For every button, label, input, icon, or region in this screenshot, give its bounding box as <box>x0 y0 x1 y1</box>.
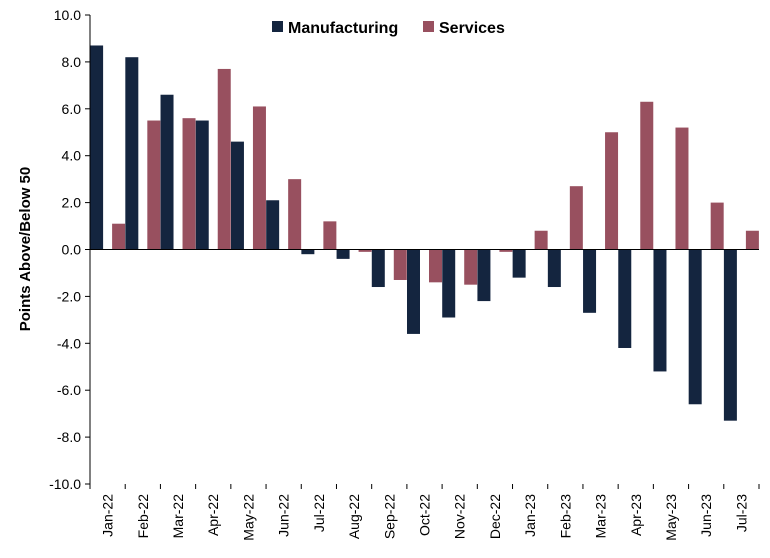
bar-manufacturing-mar-22 <box>160 94 174 250</box>
bar-manufacturing-mar-23 <box>583 249 597 313</box>
x-tick-label: Jun-22 <box>276 494 292 537</box>
x-tick-label: Feb-22 <box>135 494 151 539</box>
bar-manufacturing-jun-22 <box>266 200 280 250</box>
bar-manufacturing-jun-23 <box>688 249 702 405</box>
y-tick-label: -6.0 <box>57 382 81 398</box>
bar-manufacturing-sep-22 <box>371 249 385 288</box>
bar-services-nov-22 <box>464 249 478 285</box>
bar-manufacturing-oct-22 <box>407 249 420 334</box>
bar-manufacturing-apr-22 <box>195 120 209 250</box>
x-tick-label: Jan-22 <box>100 494 116 537</box>
legend-swatch-services <box>423 21 434 32</box>
y-tick-label: 2.0 <box>62 195 82 211</box>
bar-services-jun-23 <box>710 202 724 250</box>
bar-services-feb-22 <box>147 120 161 250</box>
x-tick-label: Feb-23 <box>557 494 573 539</box>
x-tick-label: Mar-23 <box>593 494 609 539</box>
y-tick-label: -2.0 <box>57 288 81 304</box>
bar-manufacturing-apr-23 <box>618 249 632 348</box>
x-tick-label: Jan-23 <box>522 494 538 537</box>
bar-manufacturing-may-23 <box>653 249 667 372</box>
x-axis-ticks <box>89 484 760 489</box>
x-tick-label: May-23 <box>663 494 679 541</box>
x-tick-label: Dec-22 <box>487 494 503 539</box>
x-tick-label: Aug-22 <box>346 494 362 539</box>
bar-manufacturing-jan-22 <box>90 45 104 250</box>
bar-services-oct-22 <box>429 249 442 283</box>
y-tick-label: 0.0 <box>62 242 82 258</box>
bar-services-may-22 <box>252 106 266 250</box>
bar-manufacturing-aug-22 <box>336 249 350 259</box>
bars <box>90 45 759 421</box>
bar-services-jul-22 <box>323 221 337 250</box>
x-tick-label: Nov-22 <box>452 494 468 539</box>
bar-manufacturing-feb-23 <box>547 249 561 288</box>
x-tick-label: Apr-22 <box>205 494 221 536</box>
bar-services-dec-22 <box>499 249 513 252</box>
y-tick-label: 8.0 <box>62 54 82 70</box>
y-axis-ticks: 10.0 8.0 6.0 4.0 2.0 0.0 -2.0 -4.0 -6.0 -8.0 -10.0 <box>49 7 90 492</box>
y-axis-title: Points Above/Below 50 <box>17 167 34 331</box>
x-tick-label: Mar-22 <box>170 494 186 539</box>
x-tick-label: Jul-22 <box>311 494 327 532</box>
bar-manufacturing-nov-22 <box>442 249 456 318</box>
legend: Manufacturing Services <box>272 20 505 37</box>
bar-services-apr-22 <box>217 68 231 250</box>
x-tick-label: Apr-23 <box>628 494 644 536</box>
bar-manufacturing-jul-23 <box>723 249 737 421</box>
x-tick-label: May-22 <box>240 494 256 541</box>
legend-label-services: Services <box>439 20 505 37</box>
y-tick-label: -4.0 <box>57 335 81 351</box>
y-tick-label: -10.0 <box>49 476 81 492</box>
bar-services-jan-23 <box>534 230 548 250</box>
x-tick-label: Sep-22 <box>381 494 397 539</box>
bar-services-sep-22 <box>393 249 407 280</box>
x-axis-labels: Jan-22 Feb-22 Mar-22 Apr-22 May-22 Jun-22 Jul-… <box>100 494 750 541</box>
x-tick-label: Jul-23 <box>733 494 749 532</box>
legend-label-manufacturing: Manufacturing <box>288 20 398 37</box>
x-tick-label: Oct-22 <box>417 494 433 536</box>
bar-services-jan-22 <box>112 223 126 250</box>
bar-manufacturing-dec-22 <box>477 249 491 302</box>
y-tick-label: 4.0 <box>62 148 82 164</box>
bar-manufacturing-feb-22 <box>125 57 139 250</box>
y-tick-label: 10.0 <box>54 7 81 23</box>
y-tick-label: 6.0 <box>62 101 82 117</box>
bar-services-jul-23 <box>745 230 759 250</box>
bar-services-feb-23 <box>569 186 583 250</box>
x-tick-label: Jun-23 <box>698 494 714 537</box>
bar-services-may-23 <box>675 127 689 250</box>
bar-services-aug-22 <box>358 249 372 252</box>
y-tick-label: -8.0 <box>57 429 81 445</box>
bar-manufacturing-jan-23 <box>512 249 526 278</box>
bar-manufacturing-may-22 <box>230 141 244 250</box>
bar-services-mar-23 <box>605 132 619 250</box>
legend-swatch-manufacturing <box>272 21 283 32</box>
bar-services-mar-22 <box>182 118 196 250</box>
bar-manufacturing-jul-22 <box>301 249 315 255</box>
bar-services-apr-23 <box>640 101 654 250</box>
bar-services-jun-22 <box>288 179 302 250</box>
